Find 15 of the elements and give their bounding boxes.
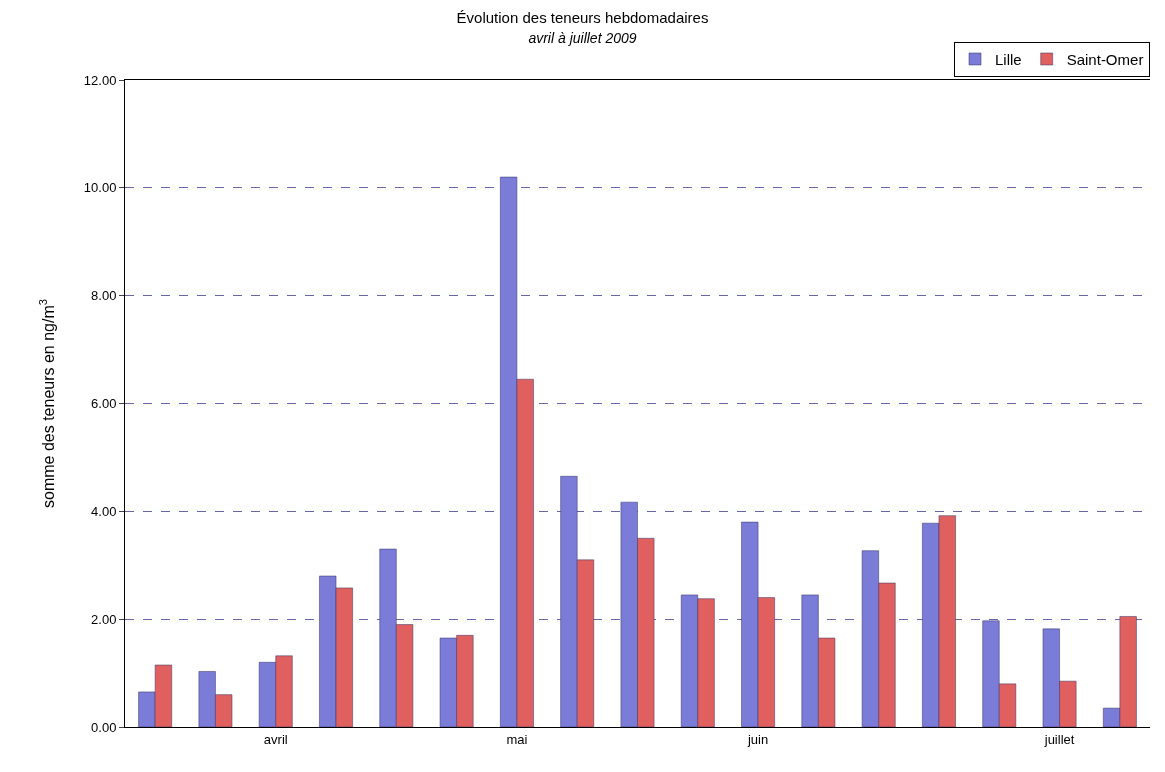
- y-tick-label: 8.00: [91, 288, 117, 304]
- y-tick-label: 2.00: [91, 611, 117, 627]
- legend-label: Saint-Omer: [1066, 50, 1144, 68]
- x-tick-label: avril: [263, 731, 288, 747]
- chart-title: Évolution des teneurs hebdomadaires: [456, 9, 709, 27]
- y-tick-label: 0.00: [91, 719, 117, 735]
- x-tick-label: mai: [506, 731, 528, 747]
- y-tick-label: 10.00: [83, 180, 117, 196]
- y-tick-label: 6.00: [91, 396, 117, 412]
- chart-subtitle: avril à juillet 2009: [528, 29, 637, 46]
- x-tick-label: juillet: [1043, 731, 1075, 747]
- legend-label: Lille: [995, 50, 1022, 68]
- x-tick-label: juin: [746, 731, 769, 747]
- y-tick-label: 12.00: [83, 72, 117, 88]
- y-tick-label: 4.00: [91, 503, 117, 519]
